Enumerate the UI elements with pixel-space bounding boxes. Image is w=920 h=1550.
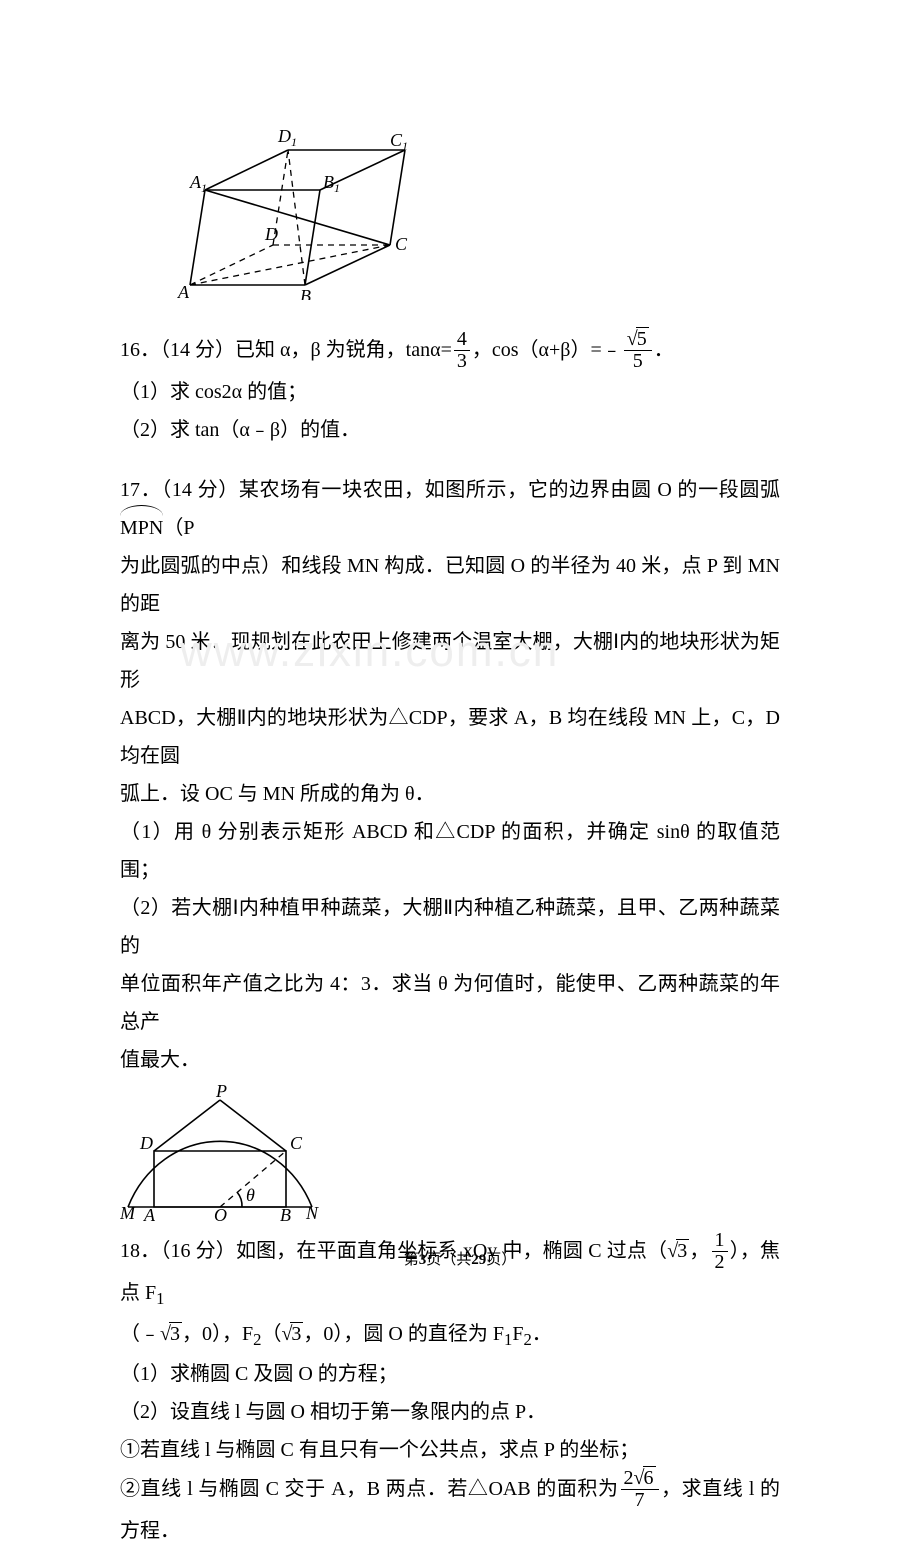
arc-mpn: MPN [120, 509, 163, 547]
svg-text:B: B [280, 1205, 291, 1225]
q17-line2: 为此圆弧的中点）和线段 MN 构成．已知圆 O 的半径为 40 米，点 P 到 … [120, 547, 780, 623]
sqrt3-3: 3 [281, 1315, 303, 1353]
q17-line1: 17．（14 分）某农场有一块农田，如图所示，它的边界由圆 O 的一段圆弧MPN… [120, 471, 780, 547]
svg-text:C: C [395, 234, 408, 254]
svg-text:N: N [305, 1203, 319, 1223]
svg-text:θ: θ [246, 1185, 255, 1205]
figure-field: θ P D C M A O B N [120, 1085, 780, 1225]
page-footer: 第3页（共29页） [0, 1246, 920, 1275]
svg-text:C1: C1 [390, 130, 408, 153]
q17-line3: 离为 50 米．现规划在此农田上修建两个温室大棚，大棚Ⅰ内的地块形状为矩形 [120, 623, 780, 699]
frac-2root6-7: 267 [619, 1468, 661, 1511]
q16-text-b: ，cos（α+β）=﹣ [472, 339, 622, 361]
svg-text:D: D [139, 1133, 153, 1153]
q18-part2: （2）设直线 l 与圆 O 相切于第一象限内的点 P． [120, 1393, 780, 1431]
q16-text-c: ． [654, 339, 674, 361]
svg-text:M: M [120, 1203, 136, 1223]
q16-stem: 16．（14 分）已知 α，β 为锐角，tanα=43，cos（α+β）=﹣55… [120, 330, 780, 373]
q17-part1: （1）用 θ 分别表示矩形 ABCD 和△CDP 的面积，并确定 sinθ 的取… [120, 813, 780, 889]
q16-text-a: 16．（14 分）已知 α，β 为锐角，tanα= [120, 339, 452, 361]
frac-4-3: 43 [452, 329, 472, 372]
q17-part2c: 值最大． [120, 1041, 780, 1079]
q18-part4: ②直线 l 与椭圆 C 交于 A，B 两点．若△OAB 的面积为267，求直线 … [120, 1469, 780, 1550]
q18-line2: （﹣3，0），F2（3，0），圆 O 的直径为 F1F2． [120, 1315, 780, 1356]
q16-part2: （2）求 tan（α﹣β）的值． [120, 411, 780, 449]
sqrt3-2: 3 [160, 1315, 182, 1353]
frac-root5-5: 55 [622, 329, 654, 372]
q17-line4: ABCD，大棚Ⅱ内的地块形状为△CDP，要求 A，B 均在线段 MN 上，C，D… [120, 699, 780, 775]
svg-text:A: A [143, 1205, 156, 1225]
svg-text:O: O [214, 1205, 227, 1225]
svg-text:B1: B1 [323, 172, 340, 195]
svg-text:A: A [177, 282, 190, 300]
q18-part3: ①若直线 l 与椭圆 C 有且只有一个公共点，求点 P 的坐标； [120, 1431, 780, 1469]
svg-text:P: P [215, 1085, 227, 1101]
svg-text:D1: D1 [277, 126, 297, 149]
figure-field-svg: θ P D C M A O B N [120, 1085, 320, 1225]
svg-text:A1: A1 [189, 172, 207, 195]
svg-text:C: C [290, 1133, 303, 1153]
q17-part2b: 单位面积年产值之比为 4：3．求当 θ 为何值时，能使甲、乙两种蔬菜的年总产 [120, 965, 780, 1041]
svg-text:B: B [300, 286, 311, 300]
q18-part1: （1）求椭圆 C 及圆 O 的方程； [120, 1355, 780, 1393]
figure-prism-svg: A B C D A1 B1 C1 D1 [170, 110, 408, 300]
figure-prism: A B C D A1 B1 C1 D1 [170, 110, 780, 300]
q17-line5: 弧上．设 OC 与 MN 所成的角为 θ． [120, 775, 780, 813]
svg-text:D: D [264, 224, 278, 244]
q17-part2a: （2）若大棚Ⅰ内种植甲种蔬菜，大棚Ⅱ内种植乙种蔬菜，且甲、乙两种蔬菜的 [120, 889, 780, 965]
q16-part1: （1）求 cos2α 的值； [120, 373, 780, 411]
